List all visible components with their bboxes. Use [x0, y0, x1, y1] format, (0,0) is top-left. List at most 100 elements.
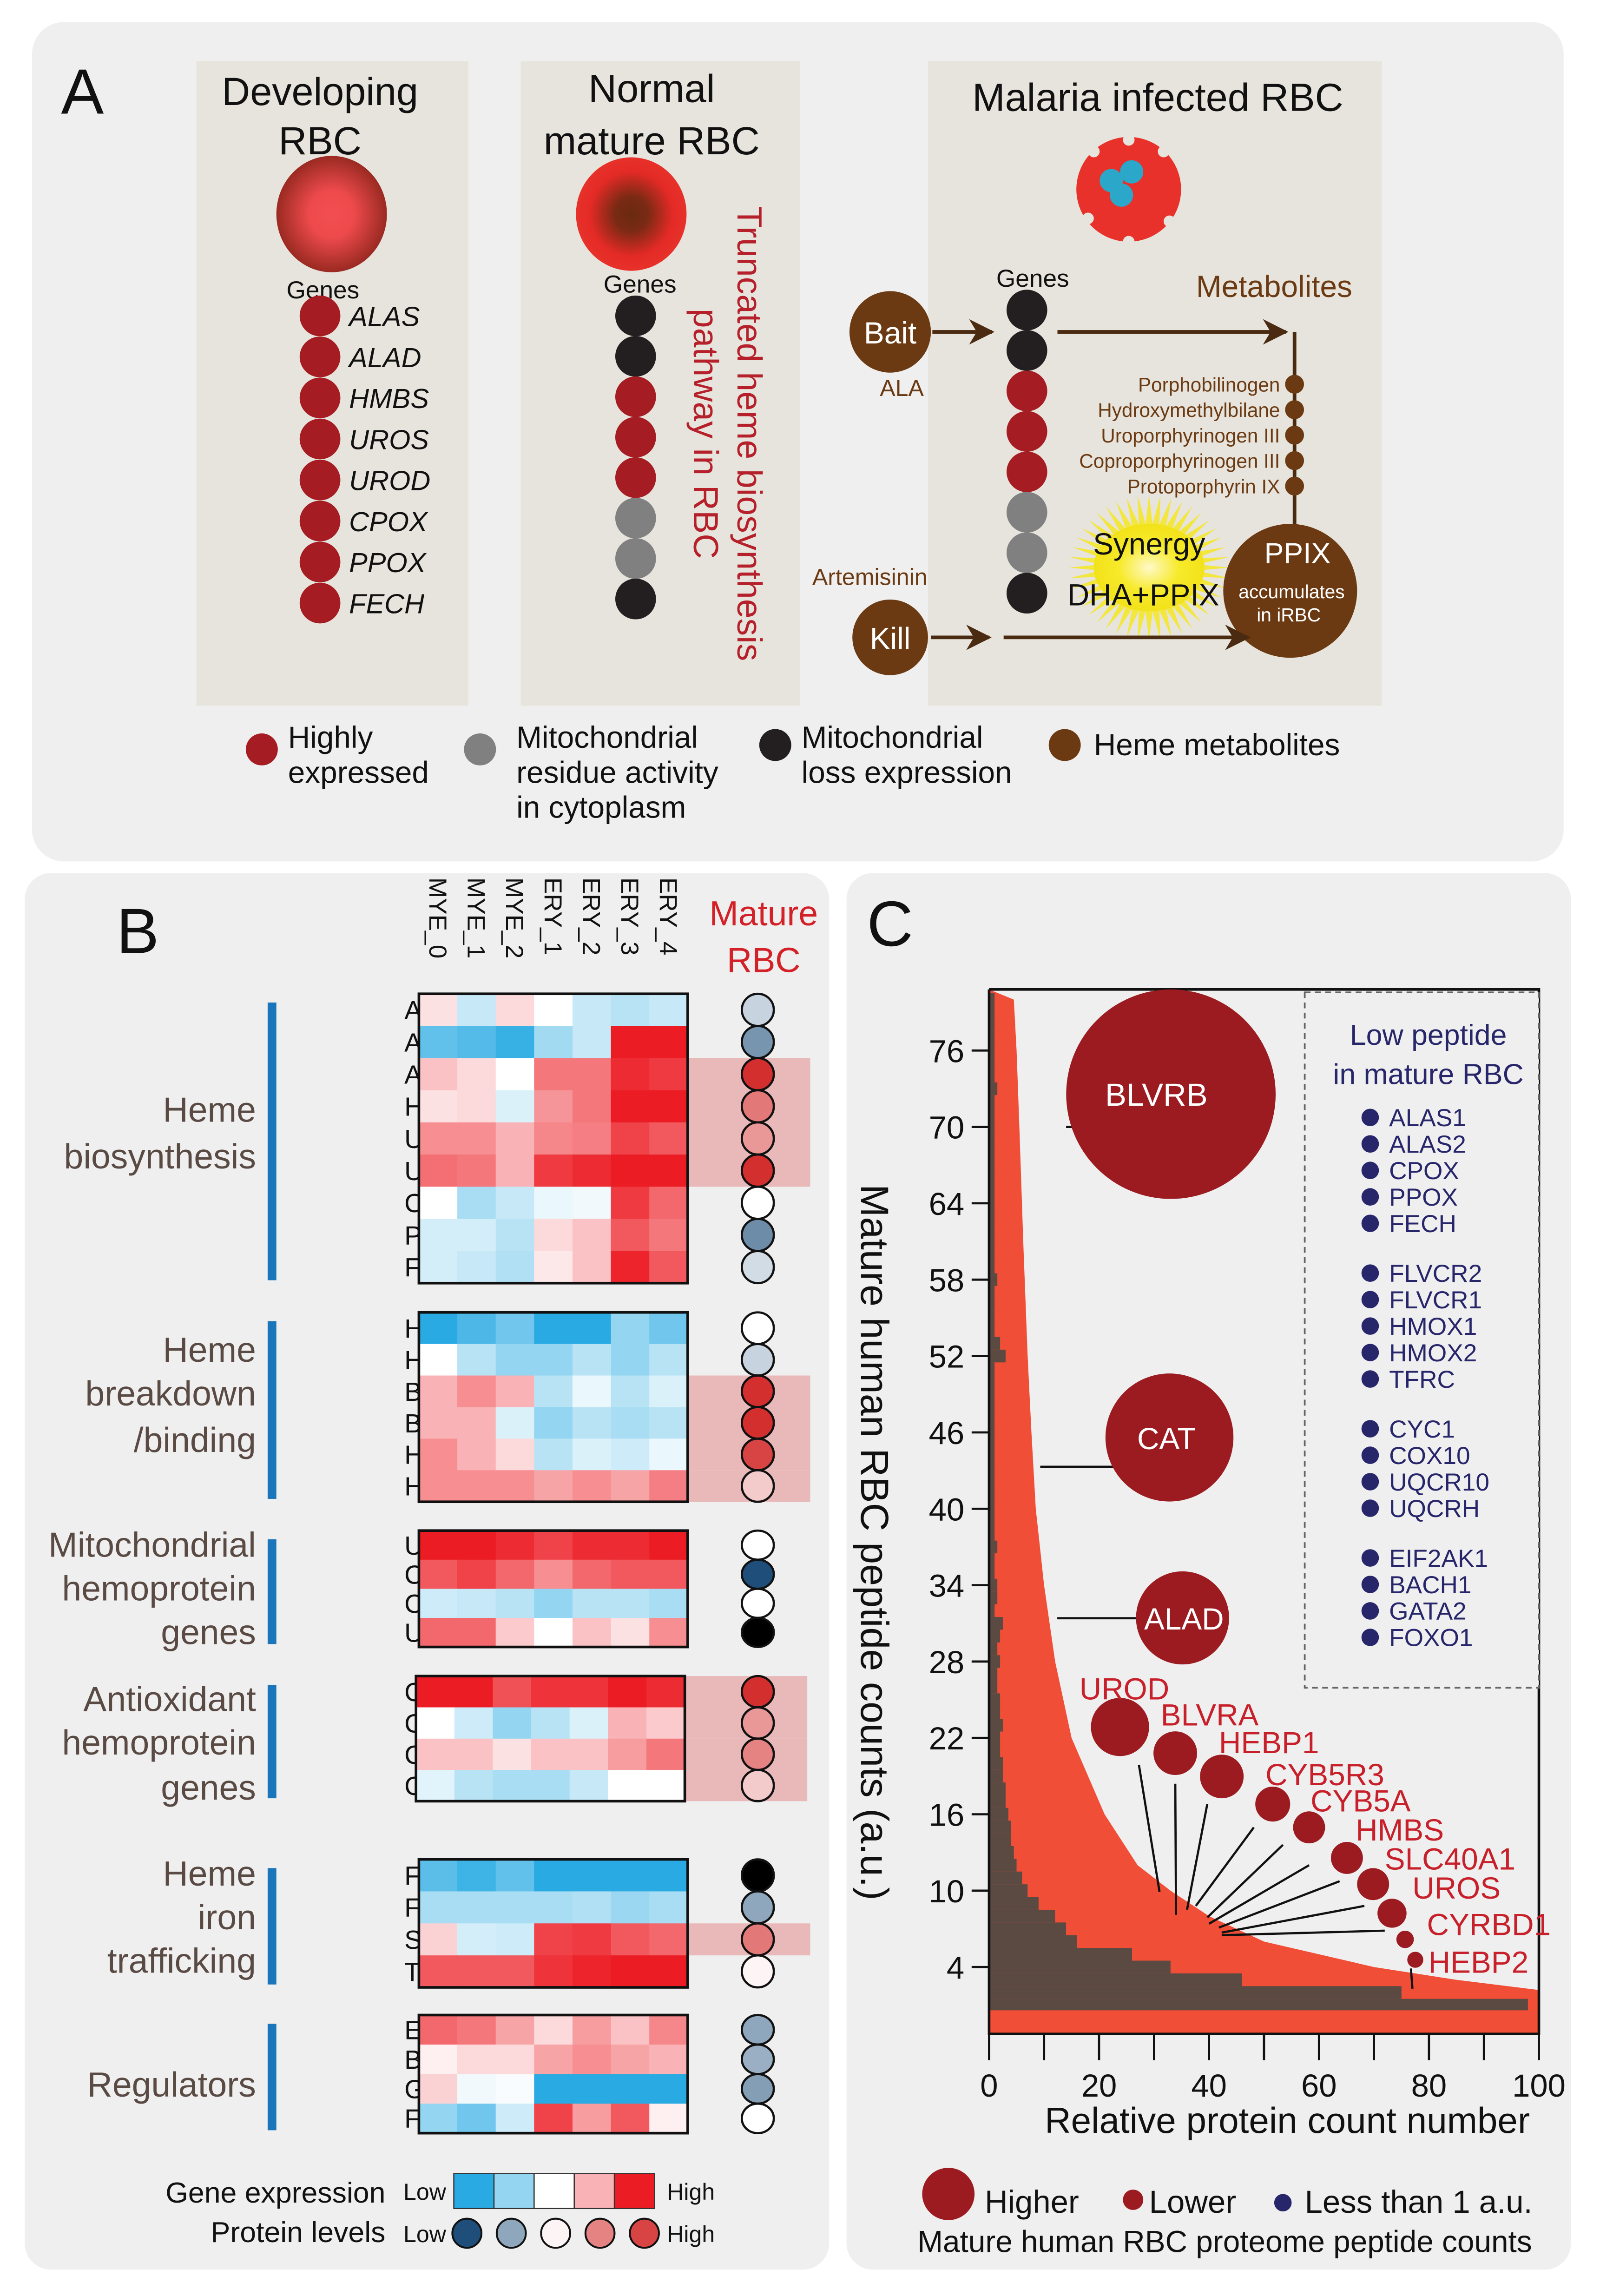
bubble-hebp1: HEBP1 [1186, 1725, 1319, 1910]
heatmap-cell [608, 1738, 647, 1771]
y-tick-label: 52 [929, 1339, 965, 1375]
column-header: ERY_1 [539, 877, 566, 956]
heatmap-cell [457, 1155, 496, 1188]
heatmap-cell [457, 1251, 496, 1284]
heatmap-border [417, 2013, 689, 2135]
protein-legend-swatch [495, 2217, 527, 2249]
column-header: MYE_0 [424, 877, 451, 958]
legend-higher-label: Higher [985, 2184, 1079, 2220]
heatmap-cell [572, 1617, 612, 1648]
protein-level-circle [740, 1025, 775, 1059]
heatmap-cell [457, 1187, 496, 1220]
histogram-bar [989, 1642, 998, 1656]
heatmap-cell [569, 1770, 609, 1802]
heatmap-cell [572, 2015, 612, 2045]
legend-lower-label: Lower [1149, 2184, 1237, 2220]
histogram-bar [989, 1821, 1011, 1834]
heatmap-cell [611, 1531, 650, 1561]
low-peptide-gene: FECH [1389, 1210, 1456, 1238]
heatmap-cell [572, 1923, 612, 1956]
heatmap-cell [419, 1531, 458, 1561]
histogram-bar [989, 1247, 995, 1261]
histogram-bar [989, 1719, 1003, 1732]
gene-dot [1006, 330, 1047, 371]
gene-dot [615, 538, 656, 579]
heatmap-cell [419, 1122, 458, 1155]
heatmap-cell [534, 994, 573, 1027]
low-peptide-dot [1361, 1264, 1379, 1282]
gene-label: FECH [349, 588, 424, 619]
heatmap-cell [534, 1955, 573, 1988]
heatmap-border [417, 1529, 689, 1649]
heatmap-cell [495, 1407, 535, 1439]
bait-label: Bait [864, 316, 916, 350]
metabolite-dot [1285, 425, 1304, 445]
heatmap-cell [572, 1312, 612, 1345]
heatmap-cell [572, 1859, 612, 1892]
group-label: trafficking [107, 1941, 256, 1980]
histogram-bar [989, 1018, 995, 1032]
heatmap-cell [531, 1676, 570, 1708]
gene-dot [615, 376, 656, 417]
low-peptide-dot [1361, 1135, 1379, 1153]
protein-level-circle [740, 1250, 775, 1285]
heatmap-cell [495, 1923, 535, 1956]
group-bar [267, 1539, 277, 1644]
heatmap-cell [419, 1438, 458, 1471]
gene-dot [615, 457, 656, 498]
heatmap-cell [419, 1559, 458, 1590]
heatmap-cell [457, 1312, 496, 1345]
histogram-bar [989, 1133, 995, 1146]
plot-area [988, 988, 1541, 2035]
protein-level-circle [740, 1616, 775, 1648]
low-peptide-dot [1361, 1108, 1379, 1127]
heatmap-cell [457, 1219, 496, 1252]
heatmap-cell [495, 1122, 535, 1155]
histogram-bar [989, 1731, 1001, 1744]
gene-label: PPOX [349, 547, 427, 578]
protein-level-circle [740, 1374, 775, 1408]
heatmap-cell [493, 1707, 532, 1740]
heatmap-cell [457, 1090, 496, 1123]
column-header: MYE_1 [462, 877, 490, 958]
histogram-bar [989, 1069, 995, 1082]
protein-level-circle [740, 1185, 775, 1220]
histogram-bar [989, 1362, 995, 1375]
heatmap-cell [534, 1375, 573, 1408]
heatmap-cell [454, 1676, 494, 1708]
heatmap-cell [649, 2074, 689, 2105]
heatmap-cell [649, 1407, 689, 1439]
histogram-bar [989, 1617, 1003, 1630]
histogram-bar [989, 1769, 1003, 1783]
bubble-connector [1186, 1804, 1209, 1910]
low-peptide-gene: HMOX1 [1389, 1313, 1477, 1340]
metabolite-label: Protoporphyrin IX [1127, 476, 1280, 498]
protein-legend-title: Protein levels [211, 2216, 386, 2249]
chart-caption: Mature human RBC proteome peptide counts [917, 2224, 1532, 2259]
heatmap-cell [649, 1470, 689, 1503]
bubble-cyb5r3: CYB5R3 [1195, 1757, 1384, 1907]
protein-level-circle [740, 2073, 775, 2105]
heatmap-cell [534, 1122, 573, 1155]
developing-title: RBC [278, 119, 361, 163]
bubble-label: CYB5A [1310, 1783, 1411, 1818]
heatmap-cell [572, 994, 612, 1027]
heatmap-cell [572, 1090, 612, 1123]
panel-label-a: A [61, 56, 104, 128]
group-label: Antioxidant [83, 1679, 256, 1718]
heatmap-cell [457, 1859, 496, 1892]
normal-rbc-cell [576, 157, 687, 271]
heatmap-cell [493, 1738, 532, 1771]
histogram-bar [989, 1948, 1133, 1961]
legend-label: in cytoplasm [516, 790, 686, 824]
y-tick-label: 34 [929, 1568, 965, 1604]
protein-level-circle [740, 2102, 775, 2134]
group-bar [267, 1321, 277, 1499]
developing-rbc-cell [276, 156, 387, 272]
heatmap-cell [534, 1859, 573, 1892]
heatmap-cell [534, 1617, 573, 1648]
bubble-circle [1407, 1952, 1423, 1968]
heatmap-cell [611, 1589, 650, 1619]
gene-label: ALAS [348, 301, 420, 332]
